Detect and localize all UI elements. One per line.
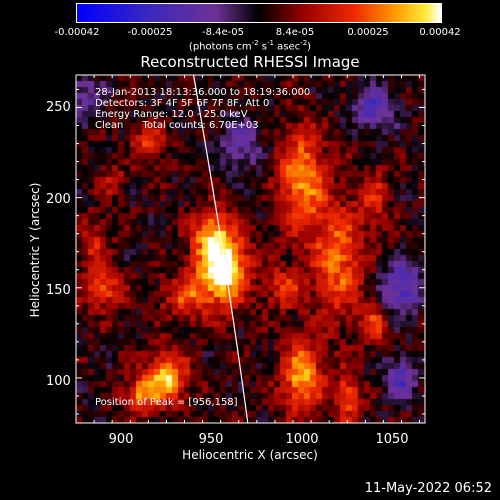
x-tick-label-900: 900 [108,432,134,447]
info-detectors: Detectors: 3F 4F 5F 6F 7F 8F, Att 0 [95,98,270,109]
colorbar-tick-2: -8.4e-05 [202,27,244,38]
y-tick-label-100: 100 [46,374,71,389]
info-energy-range: Energy Range: 12.0 - 25.0 keV [95,109,248,120]
timestamp: 11-May-2022 06:52 [364,481,492,496]
colorbar-tick-3: 8.4e-05 [275,27,315,38]
info-time-range: 28-Jan-2013 18:13:36.000 to 18:19:36.000 [95,87,311,98]
colorbar [76,3,442,23]
colorbar-tick-4: 0.00025 [347,27,389,38]
axis-ticks [75,75,425,423]
x-tick-label-1000: 1000 [285,432,319,447]
colorbar-units: (photons cm-2 s-1 asec-2) [188,39,312,53]
y-tick-label-200: 200 [46,192,71,207]
chart-title: Reconstructed RHESSI Image [140,53,360,71]
heatmap-image [76,75,425,423]
info-clean-counts: Clean Total counts: 6.70E+03 [95,120,259,131]
colorbar-tick-1: -0.00025 [127,27,173,38]
solar-limb-line [192,74,249,424]
colorbar-tick-0: -0.00042 [54,27,100,38]
plot-frame [75,74,426,424]
x-tick-label-1050: 1050 [375,432,409,447]
y-tick-label-250: 250 [46,100,71,115]
colorbar-tick-5: 0.00042 [419,27,461,38]
y-tick-label-150: 150 [46,283,71,298]
x-axis-label: Heliocentric X (arcsec) [182,448,318,462]
y-axis-label: Heliocentric Y (arcsec) [28,182,42,318]
x-tick-label-950: 950 [198,432,224,447]
peak-position-label: Position of Peak = [956,158] [95,397,238,408]
